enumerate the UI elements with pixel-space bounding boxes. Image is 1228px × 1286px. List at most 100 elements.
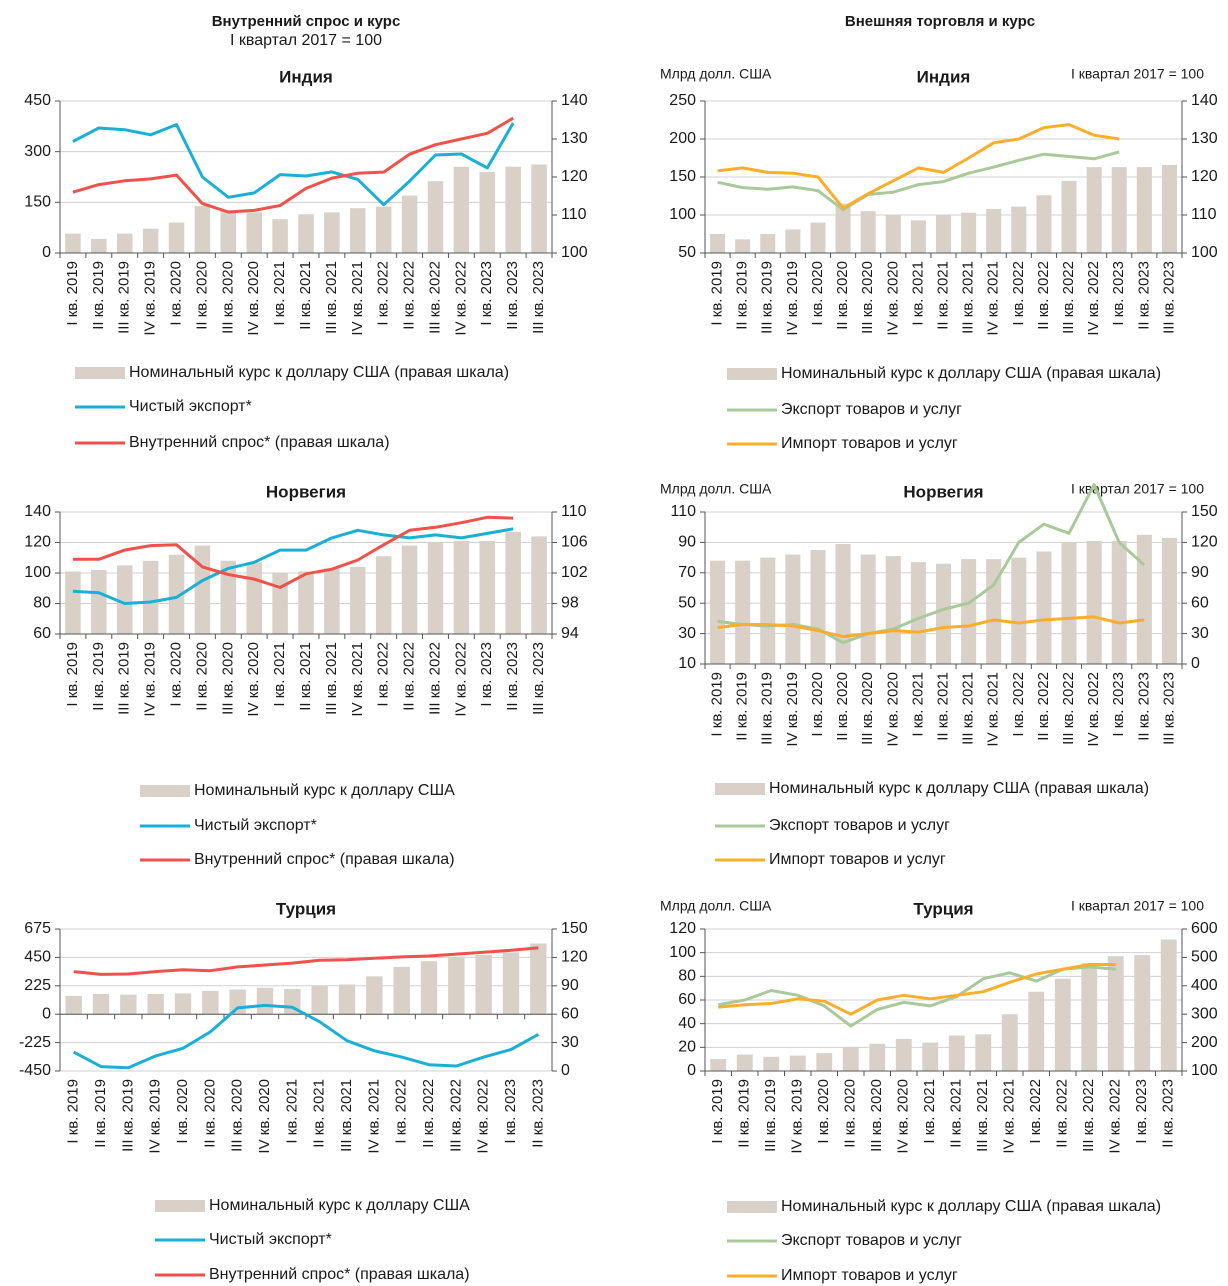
x-tick-label: IV кв. 2020 <box>884 261 901 336</box>
y-tick-label: 100 <box>669 206 696 223</box>
y2-tick-label: 200 <box>1191 1034 1218 1051</box>
x-tick-label: IV кв. 2021 <box>365 1079 382 1154</box>
bar <box>174 993 192 1015</box>
x-tick-label: III кв. 2019 <box>116 261 133 334</box>
bar <box>895 1038 912 1071</box>
bar <box>735 560 751 664</box>
legend-label: Номинальный курс к доллару США <box>194 782 455 799</box>
bar <box>420 961 438 1015</box>
x-tick-label: II кв. 2023 <box>504 261 521 330</box>
bar <box>366 976 383 1015</box>
bar <box>116 565 133 634</box>
bar <box>736 1054 753 1071</box>
y-tick-label: 675 <box>24 920 51 937</box>
y2-tick-label: 110 <box>561 206 587 223</box>
x-tick-label: II кв. 2019 <box>90 642 107 711</box>
legend-label: Внутренний спрос* (правая шкала) <box>129 434 390 451</box>
x-tick-label: II кв. 2021 <box>948 1079 965 1148</box>
bar <box>448 956 465 1015</box>
y2-tick-label: 98 <box>561 595 579 612</box>
x-tick-label: I кв. 2021 <box>921 1079 938 1144</box>
bar <box>65 233 81 253</box>
bar <box>885 215 901 253</box>
line-series <box>718 963 1116 1016</box>
y-tick-label: 80 <box>678 968 696 985</box>
y-tick-label: 50 <box>678 244 696 261</box>
x-tick-label: III кв. 2019 <box>116 642 133 715</box>
bar <box>835 543 851 664</box>
x-tick-label: II кв. 2023 <box>504 642 521 711</box>
x-tick-label: II кв. 2021 <box>934 672 951 741</box>
y2-tick-label: 120 <box>1191 534 1218 551</box>
y2-axis-label: I квартал 2017 = 100 <box>1071 898 1204 914</box>
y-tick-label: 100 <box>24 564 51 581</box>
y-tick-label: 90 <box>678 534 696 551</box>
bar <box>142 560 159 634</box>
bar <box>427 181 444 253</box>
legend-label: Чистый экспорт* <box>129 398 252 415</box>
bar <box>91 569 107 634</box>
y2-tick-label: 94 <box>561 625 579 642</box>
bar <box>453 540 470 634</box>
bar <box>1161 164 1177 253</box>
y2-tick-label: 120 <box>561 168 588 185</box>
bar <box>810 222 826 253</box>
y-tick-label: -450 <box>19 1062 51 1079</box>
bar <box>324 568 340 634</box>
bar <box>505 531 521 634</box>
bar <box>1136 167 1152 253</box>
y2-tick-label: 0 <box>561 1062 570 1079</box>
bar <box>910 562 926 664</box>
y-tick-label: 300 <box>24 143 51 160</box>
legend-swatch <box>75 367 125 379</box>
y-tick-label: 10 <box>678 655 696 672</box>
bar <box>375 556 392 634</box>
x-tick-label: II кв. 2022 <box>1035 261 1052 330</box>
y-axis-label: Млрд долл. США <box>660 898 772 914</box>
bar <box>1111 540 1127 664</box>
x-tick-label: II кв. 2019 <box>90 261 107 330</box>
bar <box>1081 963 1098 1071</box>
line-series <box>717 123 1120 210</box>
line-series <box>72 515 514 589</box>
x-tick-label: III кв. 2023 <box>1160 672 1177 745</box>
y2-axis-label: I квартал 2017 = 100 <box>1071 66 1204 82</box>
y2-tick-label: 60 <box>561 1005 579 1022</box>
x-tick-label: IV кв. 2021 <box>349 642 366 717</box>
bar <box>311 985 328 1015</box>
bar <box>760 234 776 253</box>
y2-tick-label: 110 <box>561 503 587 520</box>
bar <box>910 220 926 253</box>
x-tick-label: I кв. 2019 <box>64 642 81 707</box>
bar <box>789 1055 806 1071</box>
legend-label: Чистый экспорт* <box>209 1231 332 1248</box>
x-tick-label: I кв. 2023 <box>478 261 495 326</box>
x-tick-label: I кв. 2020 <box>167 642 184 707</box>
y2-tick-label: 130 <box>1191 130 1218 147</box>
x-tick-label: II кв. 2022 <box>1035 672 1052 741</box>
bar <box>120 994 137 1015</box>
x-tick-label: II кв. 2021 <box>297 261 314 330</box>
y2-tick-label: 100 <box>561 244 588 261</box>
bar <box>65 571 81 634</box>
legend-label: Импорт товаров и услуг <box>781 435 958 452</box>
x-tick-label: I кв. 2021 <box>271 261 288 326</box>
y-tick-label: 450 <box>24 949 51 966</box>
x-tick-label: III кв. 2021 <box>338 1079 355 1152</box>
bar <box>986 559 1002 664</box>
bar <box>1001 1014 1018 1071</box>
bar <box>246 562 262 634</box>
bar <box>835 203 851 253</box>
bar <box>961 559 977 664</box>
x-tick-label: II кв. 2020 <box>193 642 210 711</box>
x-tick-label: I кв. 2019 <box>709 672 726 737</box>
y-tick-label: 60 <box>33 625 51 642</box>
bar <box>1061 542 1077 664</box>
y-tick-label: 0 <box>42 244 51 261</box>
x-tick-label: IV кв. 2021 <box>1001 1079 1018 1154</box>
x-tick-label: I кв. 2021 <box>909 261 926 326</box>
bar <box>92 994 110 1015</box>
x-tick-label: III кв. 2019 <box>759 261 776 334</box>
bar <box>256 987 274 1015</box>
